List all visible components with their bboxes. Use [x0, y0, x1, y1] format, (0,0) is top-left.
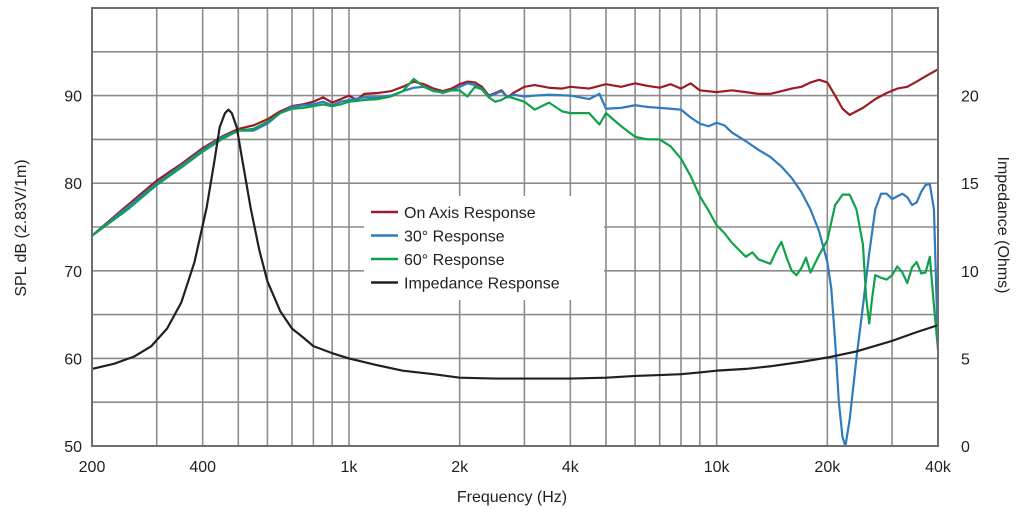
- legend-label-30-response: 30° Response: [404, 229, 505, 246]
- y-tick-label: 80: [64, 176, 82, 193]
- y-tick-label: 50: [64, 439, 82, 456]
- x-tick-label: 400: [189, 459, 216, 476]
- series-line-60-response: [90, 77, 940, 351]
- y-tick-labels: 50 60 70 80 90: [64, 89, 82, 456]
- y2-tick-label: 20: [961, 89, 979, 106]
- legend-label-60-response: 60° Response: [404, 252, 505, 269]
- plot-border: [91, 7, 939, 447]
- y2-tick-label: 5: [961, 351, 970, 368]
- x-tick-label: 2k: [451, 459, 469, 476]
- x-tick-label: 10k: [704, 459, 731, 476]
- series-line-impedance-response: [90, 108, 940, 380]
- plot-frame: [91, 7, 939, 447]
- series-line-30-response: [90, 82, 940, 448]
- x-tick-labels: 200 400 1k 2k 4k 10k 20k 40k: [79, 459, 952, 476]
- y2-tick-label: 0: [961, 439, 970, 456]
- x-tick-label: 4k: [562, 459, 580, 476]
- x-tick-label: 1k: [341, 459, 359, 476]
- legend-label-impedance-response: Impedance Response: [404, 276, 560, 293]
- legend-label-on-axis-response: On Axis Response: [404, 205, 536, 222]
- y2-tick-label: 15: [961, 176, 979, 193]
- legend-background: [364, 196, 604, 300]
- series-lines: [90, 68, 940, 448]
- y2-tick-labels: 0 5 10 15 20: [961, 89, 979, 456]
- x-tick-label: 20k: [814, 459, 841, 476]
- y-axis-title: SPL dB (2.83V/1m): [13, 159, 30, 296]
- y-tick-label: 70: [64, 264, 82, 281]
- x-tick-label: 40k: [925, 459, 952, 476]
- y-tick-label: 60: [64, 351, 82, 368]
- y2-tick-label: 10: [961, 264, 979, 281]
- grid: [92, 8, 938, 446]
- series-line-on-axis-response: [90, 68, 940, 237]
- y-tick-label: 90: [64, 89, 82, 106]
- legend: On Axis Response 30° Response 60° Response…: [364, 196, 604, 300]
- y2-axis-title: Impedance (Ohms): [994, 157, 1011, 294]
- x-axis-title: Frequency (Hz): [457, 489, 567, 506]
- x-tick-label: 200: [79, 459, 106, 476]
